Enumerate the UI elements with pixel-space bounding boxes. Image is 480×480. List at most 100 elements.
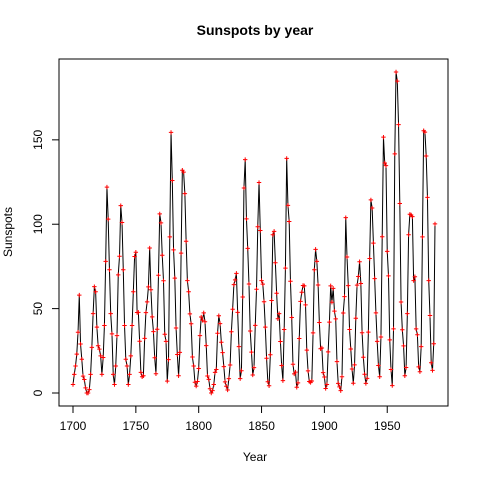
data-point bbox=[402, 373, 408, 378]
data-point bbox=[390, 383, 395, 388]
data-point bbox=[299, 290, 304, 295]
data-point bbox=[309, 378, 315, 384]
data-point bbox=[193, 383, 199, 389]
data-point bbox=[224, 384, 229, 389]
data-point bbox=[153, 371, 159, 376]
data-point bbox=[211, 382, 216, 387]
data-point bbox=[259, 278, 264, 283]
data-point bbox=[258, 228, 263, 233]
data-point bbox=[317, 320, 322, 325]
data-point bbox=[235, 310, 240, 315]
data-point bbox=[343, 215, 348, 220]
data-point bbox=[237, 376, 243, 381]
data-point bbox=[121, 267, 126, 272]
data-point bbox=[220, 350, 225, 355]
data-point bbox=[87, 387, 92, 392]
data-point bbox=[284, 156, 289, 161]
data-point bbox=[344, 254, 350, 260]
data-point bbox=[276, 311, 282, 316]
data-point bbox=[83, 385, 88, 391]
data-point bbox=[82, 377, 87, 382]
data-point bbox=[143, 310, 149, 315]
data-point bbox=[383, 163, 389, 168]
data-point bbox=[225, 387, 230, 393]
data-point bbox=[256, 180, 262, 185]
data-point bbox=[426, 278, 431, 283]
data-point bbox=[207, 386, 213, 391]
data-point bbox=[315, 282, 321, 288]
data-point bbox=[241, 185, 247, 191]
data-point bbox=[229, 329, 234, 334]
data-point bbox=[103, 259, 108, 264]
data-point bbox=[111, 372, 116, 377]
data-point bbox=[182, 191, 188, 196]
data-point bbox=[403, 365, 409, 370]
data-point bbox=[387, 337, 392, 343]
data-point bbox=[378, 334, 384, 340]
data-point bbox=[248, 328, 253, 334]
data-point bbox=[324, 382, 330, 387]
data-point bbox=[366, 329, 371, 335]
data-point bbox=[113, 363, 118, 369]
data-point bbox=[210, 388, 215, 393]
data-point bbox=[374, 339, 380, 344]
data-point bbox=[371, 240, 376, 246]
data-point bbox=[327, 319, 332, 325]
data-point bbox=[204, 343, 209, 348]
data-point bbox=[415, 332, 420, 337]
data-point bbox=[271, 229, 277, 234]
data-point bbox=[74, 351, 79, 357]
data-point bbox=[178, 250, 184, 256]
data-point bbox=[341, 310, 346, 316]
y-axis-label: Sunspots bbox=[1, 207, 15, 257]
data-point bbox=[144, 299, 150, 305]
data-point bbox=[382, 160, 387, 166]
data-point bbox=[100, 355, 106, 360]
data-point bbox=[391, 326, 396, 332]
data-point bbox=[401, 343, 406, 349]
data-point bbox=[94, 324, 100, 330]
data-point bbox=[294, 385, 299, 390]
data-point bbox=[332, 308, 337, 314]
data-point bbox=[348, 346, 353, 352]
data-point bbox=[123, 357, 128, 362]
data-point bbox=[219, 340, 224, 345]
data-point bbox=[232, 277, 238, 283]
data-point bbox=[333, 316, 338, 322]
data-point bbox=[395, 78, 400, 84]
data-point bbox=[245, 246, 250, 251]
data-point bbox=[302, 283, 307, 289]
data-point bbox=[79, 357, 84, 362]
data-point bbox=[161, 278, 166, 283]
data-point bbox=[278, 339, 283, 344]
x-tick-label: 1700 bbox=[60, 419, 87, 433]
data-point bbox=[354, 282, 360, 288]
data-point bbox=[89, 345, 95, 350]
data-point bbox=[329, 300, 335, 305]
data-point bbox=[427, 313, 433, 318]
x-tick-label: 1900 bbox=[311, 419, 338, 433]
data-point bbox=[297, 336, 302, 341]
data-point bbox=[151, 329, 156, 334]
data-point bbox=[240, 294, 245, 300]
y-axis: 0 50 100 150 bbox=[31, 130, 60, 396]
data-point bbox=[215, 331, 220, 336]
data-point bbox=[244, 216, 249, 222]
data-point bbox=[412, 274, 418, 279]
data-point bbox=[128, 353, 134, 359]
data-point bbox=[95, 343, 101, 348]
data-point bbox=[209, 390, 214, 396]
data-point bbox=[133, 250, 139, 255]
data-point bbox=[92, 284, 97, 289]
data-point bbox=[260, 281, 265, 287]
data-point bbox=[188, 321, 194, 327]
data-point bbox=[173, 325, 179, 331]
sunspot-series-line bbox=[72, 71, 436, 395]
data-point bbox=[289, 315, 294, 320]
data-point bbox=[129, 323, 135, 328]
data-point bbox=[102, 323, 107, 328]
data-point bbox=[325, 349, 331, 355]
data-point bbox=[165, 378, 170, 384]
y-tick-label: 150 bbox=[31, 130, 45, 150]
